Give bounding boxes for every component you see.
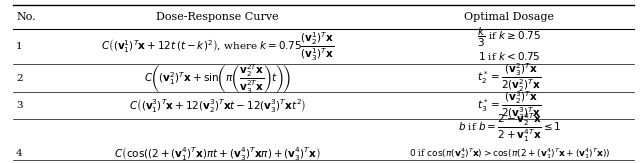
Text: No.: No. (16, 12, 36, 22)
Text: $b$ if $b=\dfrac{2-\mathbf{v}_2^{4T}\mathbf{x}}{2+\mathbf{v}_1^{4T}\mathbf{x}}\l: $b$ if $b=\dfrac{2-\mathbf{v}_2^{4T}\mat… (458, 111, 561, 144)
Text: 1: 1 (16, 42, 22, 51)
Text: 2: 2 (16, 74, 22, 83)
Text: $C\left((\mathbf{v}_1^1)^T\mathbf{x}+12t\,(t-k)^2\right)$, where $k=0.75\dfrac{(: $C\left((\mathbf{v}_1^1)^T\mathbf{x}+12t… (101, 30, 334, 63)
Text: $1$ if $k<0.75$: $1$ if $k<0.75$ (478, 50, 541, 62)
Text: $C\left((\mathbf{v}_1^3)^T\mathbf{x}+12(\mathbf{v}_2^3)^T\mathbf{x}t-12(\mathbf{: $C\left((\mathbf{v}_1^3)^T\mathbf{x}+12(… (129, 97, 307, 114)
Text: Optimal Dosage: Optimal Dosage (465, 12, 554, 22)
Text: $0$ if $\cos(\pi(\mathbf{v}_2^4)^T\mathbf{x})>\cos(\pi(2+(\mathbf{v}_1^4)^T\math: $0$ if $\cos(\pi(\mathbf{v}_2^4)^T\mathb… (408, 146, 611, 161)
Text: $C\left((\mathbf{v}_1^2)^T\mathbf{x}+\sin\!\left(\pi\left(\dfrac{\mathbf{v}_2^{2: $C\left((\mathbf{v}_1^2)^T\mathbf{x}+\si… (144, 62, 291, 95)
Text: $t_2^*=\dfrac{(\mathbf{v}_3^2)^T\mathbf{x}}{2(\mathbf{v}_2^2)^T\mathbf{x}}$: $t_2^*=\dfrac{(\mathbf{v}_3^2)^T\mathbf{… (477, 62, 541, 95)
Text: 4: 4 (16, 149, 22, 158)
Text: $t_3^*=\dfrac{(\mathbf{v}_2^3)^T\mathbf{x}}{2(\mathbf{v}_3^3)^T\mathbf{x}}$: $t_3^*=\dfrac{(\mathbf{v}_2^3)^T\mathbf{… (477, 89, 541, 122)
Text: $\dfrac{k}{3}$ if $k\geq 0.75$: $\dfrac{k}{3}$ if $k\geq 0.75$ (477, 26, 541, 49)
Text: 3: 3 (16, 101, 22, 110)
Text: $C\left(\cos((2+(\mathbf{v}_1^4)^T\mathbf{x})\pi t+(\mathbf{v}_3^4)^T\mathbf{x}\: $C\left(\cos((2+(\mathbf{v}_1^4)^T\mathb… (115, 145, 321, 162)
Text: Dose-Response Curve: Dose-Response Curve (156, 12, 279, 22)
